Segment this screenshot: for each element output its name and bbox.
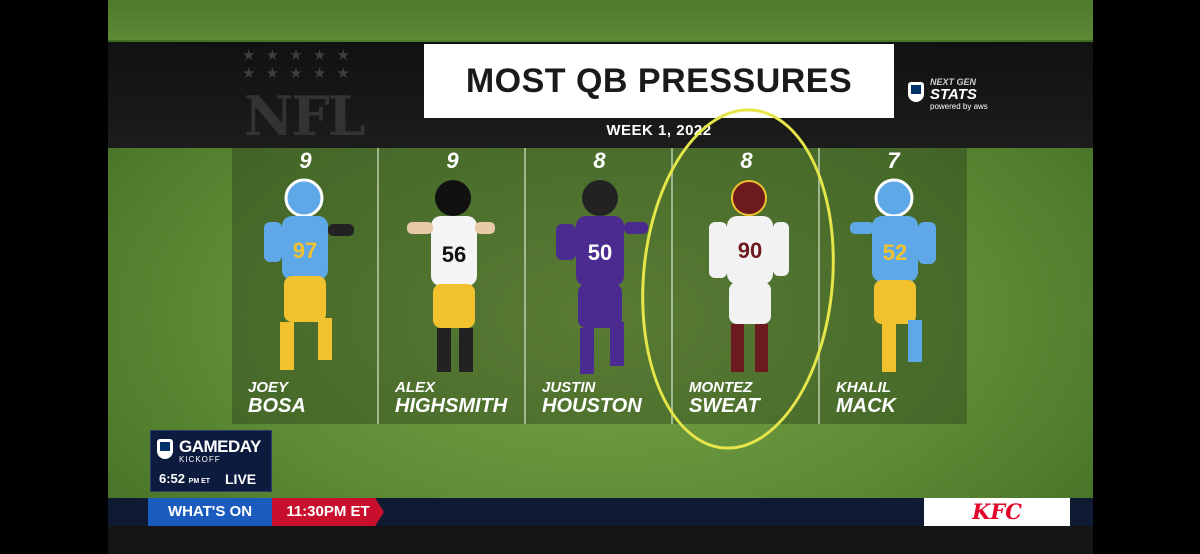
yard-line	[524, 148, 526, 424]
player-figure-icon: 90	[709, 180, 789, 372]
turf-top	[108, 0, 1093, 42]
whats-on-label: WHAT'S ON	[148, 498, 272, 526]
airtime-label: 11:30PM ET	[272, 498, 384, 526]
pressure-count: 9	[299, 148, 312, 173]
letterbox-bottom	[108, 526, 1093, 554]
show-subtitle: KICKOFF	[179, 455, 221, 464]
player-first-name: ALEX	[395, 379, 436, 396]
pressure-count: 9	[446, 148, 459, 173]
yard-line	[671, 148, 673, 424]
clock-zone: PM ET	[188, 478, 211, 485]
player-first-name: KHALIL	[836, 379, 891, 396]
nfl-logo-icon	[908, 82, 924, 102]
player-last-name: SWEAT	[689, 395, 760, 417]
title-box: MOST QB PRESSURES	[424, 44, 894, 118]
clock-time: 6:52 PM ET	[159, 471, 210, 486]
player-last-name: HIGHSMITH	[395, 395, 508, 417]
player-card: 7 52 KHALIL MACK	[820, 148, 967, 424]
pressure-count: 8	[593, 148, 606, 173]
yard-line	[818, 148, 820, 424]
tv-screen: ★ ★ ★ ★ ★ ★ ★ ★ ★ ★ NFL MOST QB PRESSURES…	[108, 0, 1093, 554]
ngs-main-text: STATS	[930, 86, 977, 103]
clock-value: 6:52	[159, 471, 186, 486]
player-figure-icon: 97	[264, 178, 354, 370]
live-status: LIVE	[225, 471, 257, 487]
player-last-name: HOUSTON	[542, 395, 642, 417]
player-name: MONTEZ SWEAT	[689, 378, 760, 416]
nfl-logo-icon	[157, 439, 173, 459]
player-name: JOEY BOSA	[248, 378, 306, 416]
player-card: 9 97 JOEY BOSA	[232, 148, 379, 424]
player-card: 8 50 JUSTIN HOUSTON	[526, 148, 673, 424]
player-name: KHALIL MACK	[836, 378, 896, 416]
player-card: 9 56 ALEX HIGHSMITH	[379, 148, 526, 424]
graphic-title: MOST QB PRESSURES	[465, 62, 853, 100]
svg-text:50: 50	[588, 240, 612, 265]
players-panel: 9 97 JOEY BOSA 9 56	[232, 148, 967, 424]
ngs-aws-text: powered by aws	[930, 102, 988, 111]
nfl-shield-watermark: ★ ★ ★ ★ ★ ★ ★ ★ ★ ★ NFL	[232, 44, 382, 148]
svg-text:90: 90	[738, 238, 762, 263]
ticker-bar: WHAT'S ON 11:30PM ET KFC	[108, 498, 1093, 526]
pressure-count: 8	[740, 148, 753, 173]
yard-line	[377, 148, 379, 424]
svg-text:97: 97	[293, 238, 317, 263]
ngs-top-text: NEXT GEN	[930, 77, 977, 87]
player-first-name: JOEY	[248, 379, 289, 396]
graphic-subtitle: WEEK 1, 2022	[606, 122, 712, 139]
player-figure-icon: 56	[407, 180, 495, 372]
player-first-name: MONTEZ	[689, 379, 753, 396]
svg-text:56: 56	[442, 242, 466, 267]
player-last-name: BOSA	[248, 395, 306, 417]
player-figure-icon: 52	[850, 178, 936, 372]
pressure-count: 7	[887, 148, 900, 173]
kfc-sponsor-logo: KFC	[924, 498, 1070, 526]
svg-text:52: 52	[883, 240, 907, 265]
next-gen-stats-logo: NEXT GEN STATS powered by aws	[908, 76, 998, 116]
player-name: JUSTIN HOUSTON	[542, 378, 642, 416]
shield-word: NFL	[244, 84, 366, 148]
player-figure-icon: 50	[556, 180, 648, 374]
player-first-name: JUSTIN	[542, 379, 596, 396]
player-name: ALEX HIGHSMITH	[395, 378, 507, 416]
gameday-scorebug: GAMEDAY KICKOFF 6:52 PM ET LIVE	[150, 430, 272, 492]
show-title: GAMEDAY	[179, 437, 261, 456]
shield-stars-icon: ★ ★ ★ ★ ★ ★ ★ ★ ★ ★	[242, 47, 353, 82]
player-last-name: MACK	[836, 395, 896, 417]
player-card: 8 90 MONTEZ SWEAT	[673, 148, 820, 424]
